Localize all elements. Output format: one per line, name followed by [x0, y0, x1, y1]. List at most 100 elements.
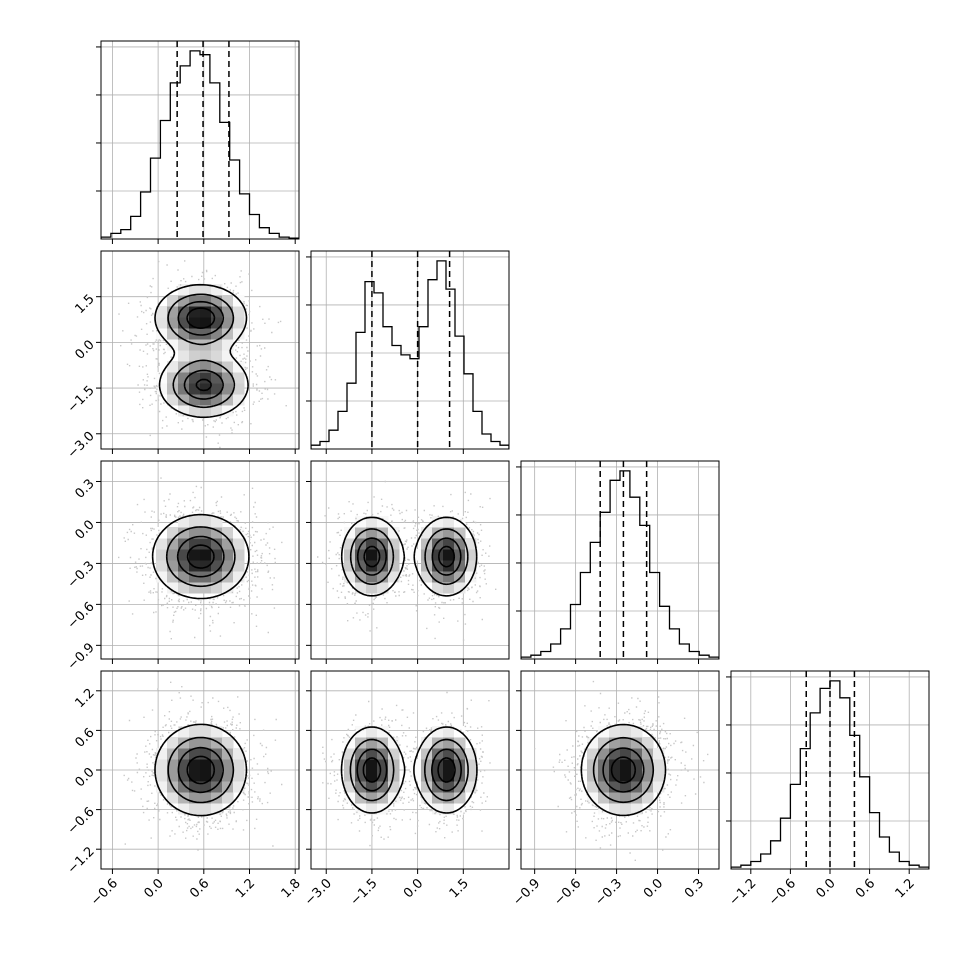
xtick-label: 1.2 — [233, 876, 258, 901]
xtick-label: −1.5 — [348, 876, 381, 909]
density-cell — [598, 792, 610, 804]
density-cell — [200, 759, 212, 771]
density-cell — [178, 781, 190, 793]
density-cell — [178, 582, 190, 594]
density-cell — [421, 770, 433, 782]
density-cell — [222, 339, 234, 351]
density-cell — [211, 582, 223, 594]
density-cell — [454, 582, 466, 594]
density-cell — [200, 328, 212, 340]
density-cell — [189, 394, 201, 406]
density-cell — [465, 571, 477, 583]
density-cell — [587, 781, 599, 793]
density-cell — [355, 560, 367, 572]
density-cell — [631, 737, 643, 749]
density-cell — [178, 571, 190, 583]
contour-2 — [602, 747, 645, 793]
xtick-label: 0.6 — [187, 876, 212, 901]
contour-1 — [349, 528, 469, 586]
density-cell — [388, 560, 400, 572]
panel-2-1 — [306, 460, 510, 664]
density-cell — [642, 748, 654, 760]
density-cell — [355, 781, 367, 793]
density-cell — [344, 527, 356, 539]
density-cell — [222, 748, 234, 760]
contour-2 — [177, 300, 225, 400]
panel-content — [101, 671, 299, 869]
density-cell — [222, 372, 234, 384]
density-cell — [620, 803, 632, 815]
density-cell — [189, 361, 201, 373]
density-cell — [167, 549, 179, 561]
density-cell — [222, 317, 234, 329]
density-cell — [432, 538, 444, 550]
histogram-1 — [311, 260, 509, 449]
density-cell — [211, 394, 223, 406]
contour-2 — [177, 746, 224, 794]
panel-frame — [520, 460, 720, 660]
density-cell — [366, 582, 378, 594]
density-cell — [377, 803, 389, 815]
xtick-label: 0.0 — [142, 876, 167, 901]
panel-3-3 — [726, 670, 930, 874]
ytick-label: 1.2 — [72, 686, 97, 711]
density-cell — [432, 571, 444, 583]
density-cell — [222, 737, 234, 749]
density-cell — [233, 748, 245, 760]
density-cell — [178, 383, 190, 395]
panel-1-1 — [306, 250, 510, 454]
xtick-label: −0.3 — [592, 876, 625, 909]
density-cell — [167, 361, 179, 373]
density-cell — [200, 792, 212, 804]
density-cell — [211, 317, 223, 329]
density-cell — [233, 571, 245, 583]
density-cell — [587, 759, 599, 771]
density-cell — [432, 527, 444, 539]
density-cell — [421, 527, 433, 539]
panel-frame — [100, 670, 300, 870]
density-cell — [620, 759, 632, 771]
density-cell — [156, 571, 168, 583]
density-cell — [222, 350, 234, 362]
density-cell — [443, 571, 455, 583]
xtick-label: −0.9 — [510, 876, 543, 909]
density-cell — [167, 737, 179, 749]
density-cell — [233, 306, 245, 318]
density-cell — [377, 516, 389, 528]
density-cell — [189, 372, 201, 384]
density-cell — [388, 792, 400, 804]
panel-1-0 — [96, 250, 300, 454]
density-cell — [609, 748, 621, 760]
density-cell — [211, 538, 223, 550]
density-cell — [178, 317, 190, 329]
density-cell — [598, 748, 610, 760]
density-cell — [355, 549, 367, 561]
density-cell — [377, 759, 389, 771]
density-cell — [189, 295, 201, 307]
density-cell — [344, 770, 356, 782]
xtick-label: −0.6 — [88, 876, 121, 909]
density-cell — [178, 284, 190, 296]
density-cell — [432, 582, 444, 594]
density-cell — [454, 538, 466, 550]
density-cell — [178, 770, 190, 782]
density-cell — [344, 538, 356, 550]
contour-1 — [349, 738, 469, 802]
density-cell — [189, 284, 201, 296]
contour-1 — [592, 736, 655, 804]
density-cell — [200, 306, 212, 318]
density-cell — [200, 781, 212, 793]
density-cell — [200, 295, 212, 307]
density-cell — [653, 759, 665, 771]
density-cell — [355, 770, 367, 782]
panel-frame — [310, 250, 510, 450]
density-cell — [587, 792, 599, 804]
density-cell — [377, 792, 389, 804]
density-cell — [200, 284, 212, 296]
ytick-label: 1.5 — [72, 292, 97, 317]
density-cell — [598, 781, 610, 793]
density-cell — [609, 803, 621, 815]
density-cell — [598, 737, 610, 749]
scatter-points — [118, 477, 283, 640]
density-cell — [200, 737, 212, 749]
